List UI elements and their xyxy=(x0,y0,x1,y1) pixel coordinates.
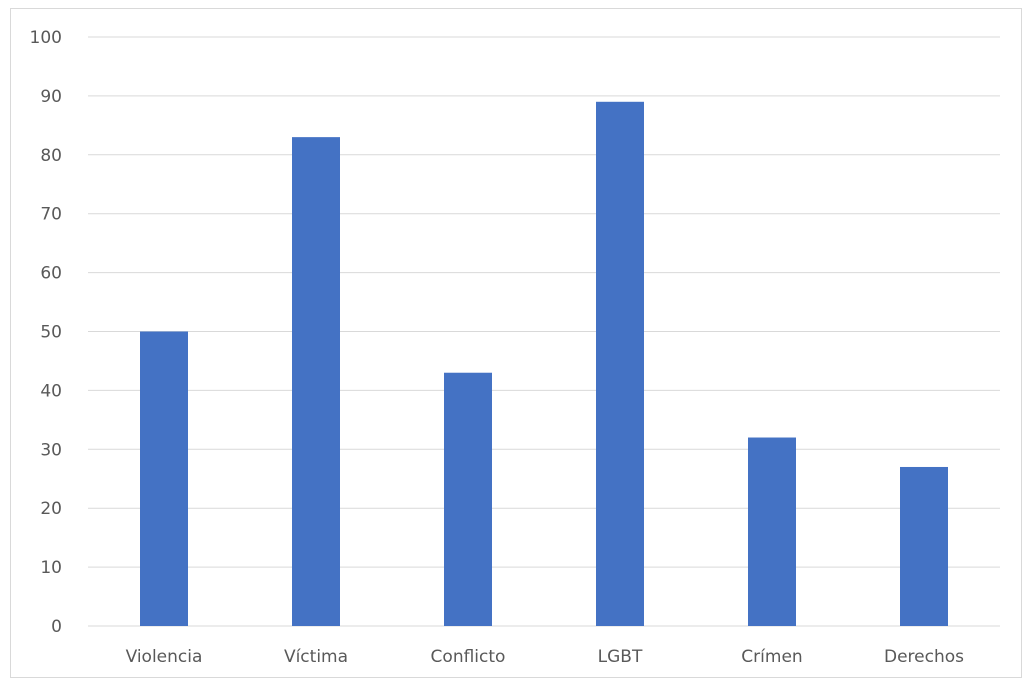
gridlines xyxy=(88,36,1000,627)
x-tick-label: Derechos xyxy=(884,647,964,667)
y-tick-label: 50 xyxy=(40,323,62,343)
x-tick-label: Conflicto xyxy=(431,647,506,667)
y-tick-label: 100 xyxy=(30,28,62,48)
bar-violencia xyxy=(140,331,188,626)
y-tick-label: 80 xyxy=(40,146,62,166)
x-tick-label: Crímen xyxy=(741,647,802,667)
bar-lgbt xyxy=(596,101,644,627)
x-tick-label: Víctima xyxy=(284,647,348,667)
y-tick-label: 20 xyxy=(40,499,62,519)
x-tick-label: Violencia xyxy=(126,647,203,667)
y-tick-label: 30 xyxy=(40,440,62,460)
y-tick-label: 60 xyxy=(40,264,62,284)
y-tick-label: 10 xyxy=(40,558,62,578)
y-tick-label: 90 xyxy=(40,87,62,107)
bars xyxy=(140,101,948,627)
x-axis-ticks: Violencia Víctima Conflicto LGBT Crímen Derec… xyxy=(126,647,965,667)
bar-conflicto xyxy=(444,372,492,626)
y-axis-ticks: 0 10 20 30 40 50 60 70 80 90 100 xyxy=(30,28,62,637)
x-tick-label: LGBT xyxy=(598,647,643,667)
y-tick-label: 0 xyxy=(51,617,62,637)
y-tick-label: 70 xyxy=(40,205,62,225)
y-tick-label: 40 xyxy=(40,381,62,401)
bar-víctima xyxy=(292,137,340,626)
bar-derechos xyxy=(900,466,948,626)
bar-crímen xyxy=(748,437,796,626)
